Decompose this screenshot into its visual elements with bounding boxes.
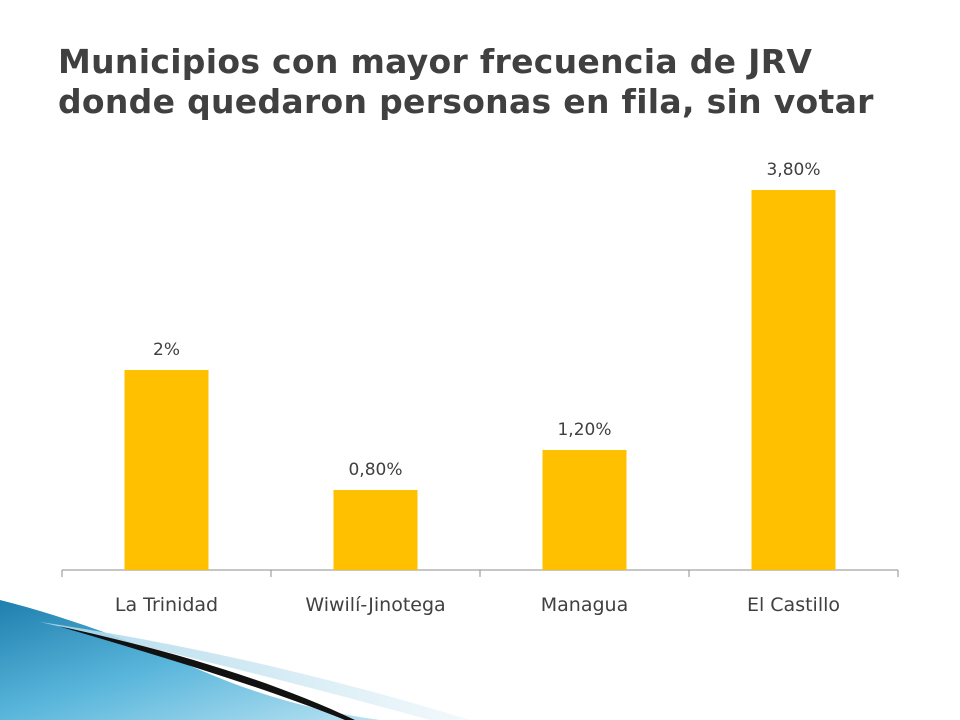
data-label-4: 3,80% [766, 160, 820, 180]
category-label-3: Managua [541, 594, 628, 616]
bar-3 [542, 450, 627, 570]
category-label-2: Wiwilí-Jinotega [305, 594, 445, 616]
slide-title-line-2: donde quedaron personas en fila, sin vot… [58, 82, 874, 121]
bar-4 [751, 190, 836, 570]
data-label-1: 2% [153, 340, 180, 360]
category-label-4: El Castillo [747, 594, 840, 616]
category-label-1: La Trinidad [115, 594, 218, 616]
bar-2 [333, 490, 418, 570]
slide-title-line-1: Municipios con mayor frecuencia de JRV [58, 42, 813, 81]
data-label-3: 1,20% [557, 420, 611, 440]
slide-title: Municipios con mayor frecuencia de JRV d… [58, 42, 938, 122]
data-label-2: 0,80% [348, 460, 402, 480]
bar-1 [124, 370, 209, 570]
